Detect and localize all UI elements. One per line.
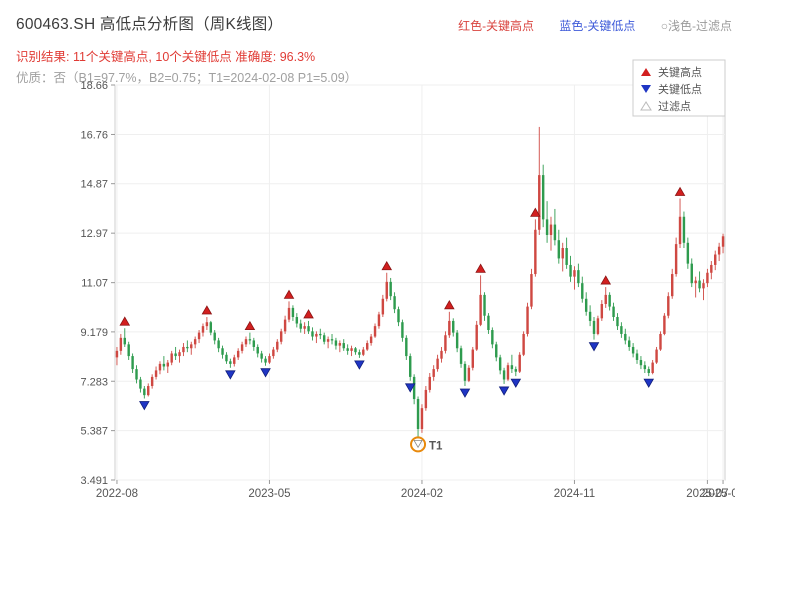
svg-text:14.87: 14.87 bbox=[80, 179, 108, 191]
legend-key-high-label: 红色-关键高点 bbox=[458, 19, 535, 33]
filter-marker: T1 bbox=[410, 436, 443, 453]
svg-text:12.97: 12.97 bbox=[80, 228, 108, 240]
svg-text:2022-08: 2022-08 bbox=[96, 488, 138, 500]
quality-note: 优质：否（B1=97.7%，B2=0.75；T1=2024-02-08 P1=5… bbox=[16, 71, 358, 85]
svg-text:2025-08: 2025-08 bbox=[702, 488, 735, 500]
svg-text:2024-11: 2024-11 bbox=[554, 488, 595, 500]
svg-text:3.491: 3.491 bbox=[80, 475, 108, 487]
candlestick-chart: 3.491 5.387 7.283 9.179 11.07 12.97 14.87 16.76… bbox=[80, 59, 735, 500]
svg-text:16.76: 16.76 bbox=[80, 129, 108, 141]
svg-text:9.179: 9.179 bbox=[80, 327, 108, 339]
axis-labels: 3.491 5.387 7.283 9.179 11.07 12.97 14.87 16.76… bbox=[80, 80, 735, 500]
svg-text:11.07: 11.07 bbox=[81, 278, 108, 290]
svg-text:T1: T1 bbox=[429, 440, 443, 452]
page-title: 600463.SH 高低点分析图（周K线图） bbox=[16, 16, 284, 33]
candles-layer bbox=[115, 126, 725, 439]
svg-text:关键高点: 关键高点 bbox=[658, 65, 702, 79]
svg-text:2024-02: 2024-02 bbox=[401, 488, 443, 500]
key-point-markers bbox=[119, 186, 686, 411]
svg-text:过滤点: 过滤点 bbox=[658, 100, 691, 113]
svg-text:关键低点: 关键低点 bbox=[658, 82, 702, 96]
color-legend: 红色-关键高点 蓝色-关键低点 ○浅色-过滤点 bbox=[436, 17, 732, 34]
svg-text:2023-05: 2023-05 bbox=[248, 488, 290, 500]
legend-key-low-label: 蓝色-关键低点 bbox=[559, 19, 636, 33]
svg-text:2025-07: 2025-07 bbox=[686, 488, 728, 500]
svg-text:5.387: 5.387 bbox=[80, 426, 108, 438]
legend-filter-label: ○浅色-过滤点 bbox=[660, 19, 732, 33]
svg-text:18.66: 18.66 bbox=[80, 80, 108, 92]
grid bbox=[111, 84, 726, 484]
svg-text:7.283: 7.283 bbox=[80, 376, 108, 388]
recognition-result: 识别结果: 11个关键高点, 10个关键低点 准确度: 96.3% bbox=[16, 50, 316, 64]
